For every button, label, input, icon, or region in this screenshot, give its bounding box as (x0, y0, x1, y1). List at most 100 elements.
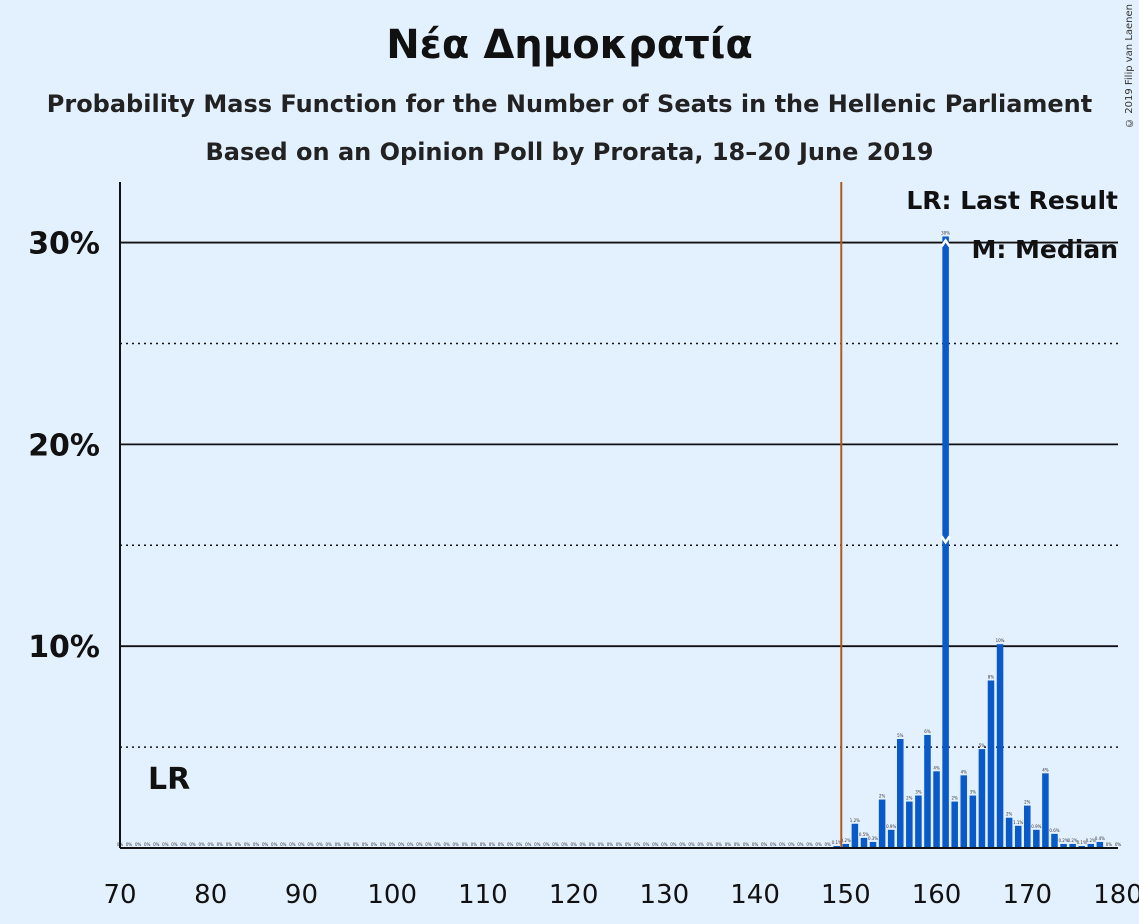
data-label-100: 0% (389, 842, 396, 847)
data-label-155: 0.9% (886, 824, 896, 829)
median-marker-top (940, 238, 951, 248)
data-label-106: 0% (443, 842, 450, 847)
data-label-90: 0% (298, 842, 305, 847)
bar-152 (860, 837, 868, 848)
data-label-87: 0% (271, 842, 278, 847)
bar-153 (869, 841, 877, 848)
data-label-121: 0% (580, 842, 587, 847)
data-label-122: 0% (589, 842, 596, 847)
data-label-75: 0% (162, 842, 169, 847)
bar-159 (924, 734, 931, 848)
data-label-71: 0% (126, 842, 133, 847)
data-label-159: 6% (924, 729, 931, 734)
bar-154 (878, 799, 886, 848)
data-label-124: 0% (607, 842, 614, 847)
gridlines (120, 241, 1118, 748)
data-label-161: 30% (941, 230, 950, 235)
data-label-113: 0% (507, 842, 514, 847)
data-label-80: 0% (208, 842, 215, 847)
data-label-144: 0% (788, 842, 795, 847)
data-label-153: 0.3% (868, 836, 878, 841)
bar-156 (896, 739, 904, 848)
data-label-133: 0% (688, 842, 695, 847)
bar-172 (1042, 773, 1049, 848)
data-label-140: 0% (752, 842, 759, 847)
data-label-85: 0% (253, 842, 260, 847)
data-label-131: 0% (670, 842, 677, 847)
data-label-120: 0% (570, 842, 577, 847)
data-label-72: 0% (135, 842, 142, 847)
data-label-177: 0.2% (1086, 838, 1096, 843)
data-label-136: 0% (716, 842, 723, 847)
data-label-102: 0% (407, 842, 414, 847)
bar-163 (960, 775, 968, 848)
data-label-163: 4% (961, 769, 968, 774)
data-label-91: 0% (307, 842, 314, 847)
bar-166 (987, 680, 995, 848)
bar-162 (951, 801, 958, 848)
data-label-170: 2% (1024, 800, 1031, 805)
data-label-119: 0% (561, 842, 568, 847)
data-label-82: 0% (226, 842, 233, 847)
data-label-104: 0% (425, 842, 432, 847)
data-label-174: 0.2% (1058, 838, 1068, 843)
data-label-101: 0% (398, 842, 405, 847)
data-label-95: 0% (344, 842, 351, 847)
data-label-127: 0% (634, 842, 641, 847)
x-tick-label-130: 130 (640, 880, 690, 910)
bar-170 (1024, 805, 1031, 848)
data-label-123: 0% (598, 842, 605, 847)
data-label-109: 0% (471, 842, 478, 847)
chart-subtitle: Probability Mass Function for the Number… (46, 90, 1093, 118)
bar-160 (933, 771, 940, 848)
data-label-169: 1.1% (1013, 820, 1023, 825)
x-tick-label-110: 110 (458, 880, 508, 910)
bar-157 (906, 801, 913, 848)
data-label-86: 0% (262, 842, 269, 847)
bar-149 (833, 845, 841, 848)
data-label-108: 0% (462, 842, 469, 847)
data-label-175: 0.2% (1068, 838, 1078, 843)
data-label-139: 0% (743, 842, 750, 847)
data-label-128: 0% (643, 842, 650, 847)
data-label-160: 4% (933, 765, 940, 770)
data-label-154: 2% (879, 794, 886, 799)
data-label-97: 0% (362, 842, 369, 847)
data-label-178: 0.4% (1095, 836, 1105, 841)
data-label-129: 0% (652, 842, 659, 847)
x-tick-label-170: 170 (1002, 880, 1052, 910)
data-label-107: 0% (453, 842, 460, 847)
bar-169 (1014, 825, 1022, 848)
data-label-134: 0% (697, 842, 704, 847)
data-label-173: 0.6% (1049, 828, 1059, 833)
bar-151 (851, 823, 859, 848)
data-label-171: 0.9% (1031, 824, 1041, 829)
x-tick-label-160: 160 (912, 880, 962, 910)
data-label-145: 0% (797, 842, 804, 847)
data-label-118: 0% (552, 842, 559, 847)
data-label-158: 3% (915, 790, 922, 795)
bar-174 (1060, 843, 1067, 848)
data-label-180: 0% (1115, 842, 1122, 847)
data-label-148: 0% (824, 842, 831, 847)
data-label-78: 0% (189, 842, 196, 847)
axes: 10% 20% 30% 70 80 90 100 110 120 130 140 150 160 170 1… (28, 182, 1139, 910)
data-label-96: 0% (353, 842, 360, 847)
data-label-117: 0% (543, 842, 550, 847)
data-label-76: 0% (171, 842, 178, 847)
median-marker (940, 535, 951, 545)
bar-176 (1078, 845, 1085, 848)
bar-178 (1096, 841, 1104, 848)
data-label-79: 0% (198, 842, 205, 847)
data-label-176: 0.1% (1077, 840, 1087, 845)
chart-title: Νέα Δημοκρατία (386, 22, 753, 68)
data-label-168: 2% (1006, 812, 1013, 817)
data-label-103: 0% (416, 842, 423, 847)
data-label-88: 0% (280, 842, 287, 847)
lr-marker-label: LR (148, 762, 190, 797)
bar-175 (1069, 843, 1076, 848)
x-tick-label-90: 90 (285, 880, 318, 910)
data-label-111: 0% (489, 842, 496, 847)
y-tick-label-20: 20% (28, 428, 100, 463)
